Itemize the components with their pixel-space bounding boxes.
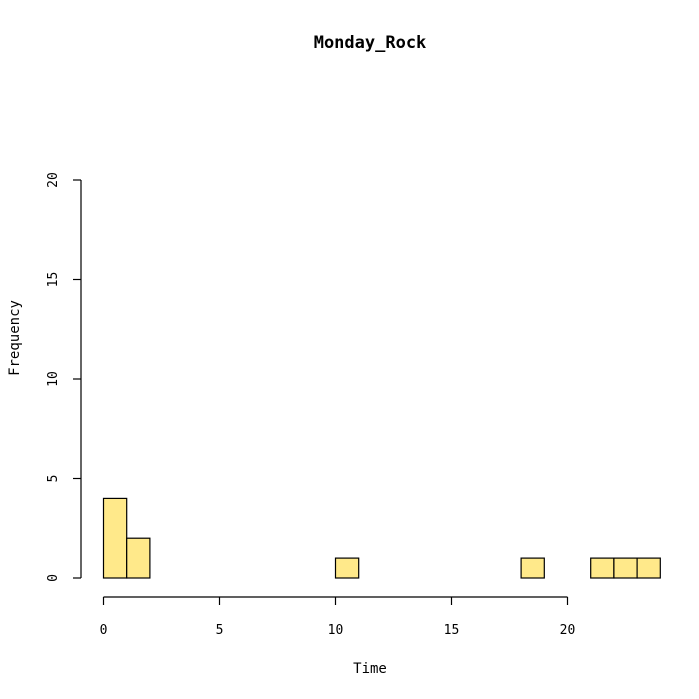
y-tick-label: 0 bbox=[46, 574, 61, 582]
x-axis: 0 5 10 15 20 bbox=[100, 596, 576, 638]
y-tick-label: 10 bbox=[46, 371, 61, 387]
y-axis-label: Frequency bbox=[7, 300, 23, 376]
y-axis: 0 5 10 15 20 bbox=[46, 172, 82, 582]
x-tick-label: 5 bbox=[216, 623, 224, 638]
x-tick-label: 0 bbox=[100, 623, 108, 638]
y-tick-label: 5 bbox=[46, 475, 61, 483]
chart-title: Monday_Rock bbox=[314, 33, 427, 53]
x-tick-label: 20 bbox=[560, 623, 576, 638]
y-tick-label: 20 bbox=[46, 172, 61, 188]
histogram-bar-23 bbox=[636, 557, 661, 579]
histogram-bar-22 bbox=[613, 557, 638, 579]
histogram-bar-10 bbox=[334, 557, 360, 579]
x-tick-label: 15 bbox=[444, 623, 460, 638]
histogram-bar-1 bbox=[126, 537, 151, 579]
bars-group bbox=[102, 497, 661, 579]
histogram-bar-21 bbox=[590, 557, 615, 579]
x-axis-label: Time bbox=[353, 661, 387, 677]
y-tick-label: 15 bbox=[46, 272, 61, 288]
x-tick-label: 10 bbox=[328, 623, 344, 638]
histogram-bar-18 bbox=[520, 557, 545, 579]
histogram-bar-0 bbox=[102, 497, 128, 579]
